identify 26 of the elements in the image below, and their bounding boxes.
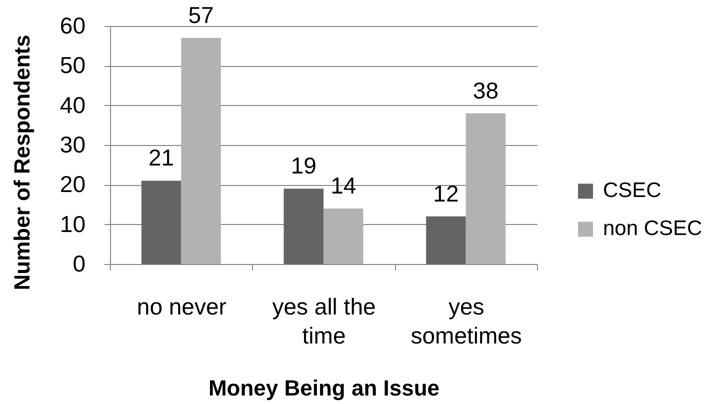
y-tick-label: 10: [60, 210, 86, 237]
data-label: 38: [472, 77, 499, 104]
y-axis-title: Number of Respondents: [10, 34, 34, 290]
x-axis-title: Money Being an Issue: [208, 376, 440, 400]
y-tick-label: 30: [60, 132, 86, 158]
y-tick-label: 50: [60, 52, 86, 78]
bar: [141, 180, 182, 264]
legend-label: CSEC: [603, 179, 662, 202]
data-label: 12: [433, 180, 459, 206]
bar: [324, 208, 364, 264]
x-tick-label: no never: [136, 294, 227, 320]
y-tick-label: 40: [60, 92, 86, 118]
data-label: 19: [290, 152, 316, 179]
legend-label: non CSEC: [603, 217, 702, 240]
data-label: 21: [148, 144, 174, 171]
x-tick-label: yes sometimes: [410, 294, 522, 348]
data-label: 14: [330, 172, 356, 198]
data-label: 57: [188, 2, 214, 28]
bar: [284, 188, 324, 264]
bar: [466, 113, 506, 264]
bar: [426, 216, 466, 264]
bar: [181, 38, 221, 264]
y-tick-label: 20: [60, 171, 86, 198]
y-tick-label: 60: [60, 12, 86, 38]
x-tick-label: yes all the time: [272, 294, 376, 348]
y-tick-label: 0: [72, 250, 86, 276]
